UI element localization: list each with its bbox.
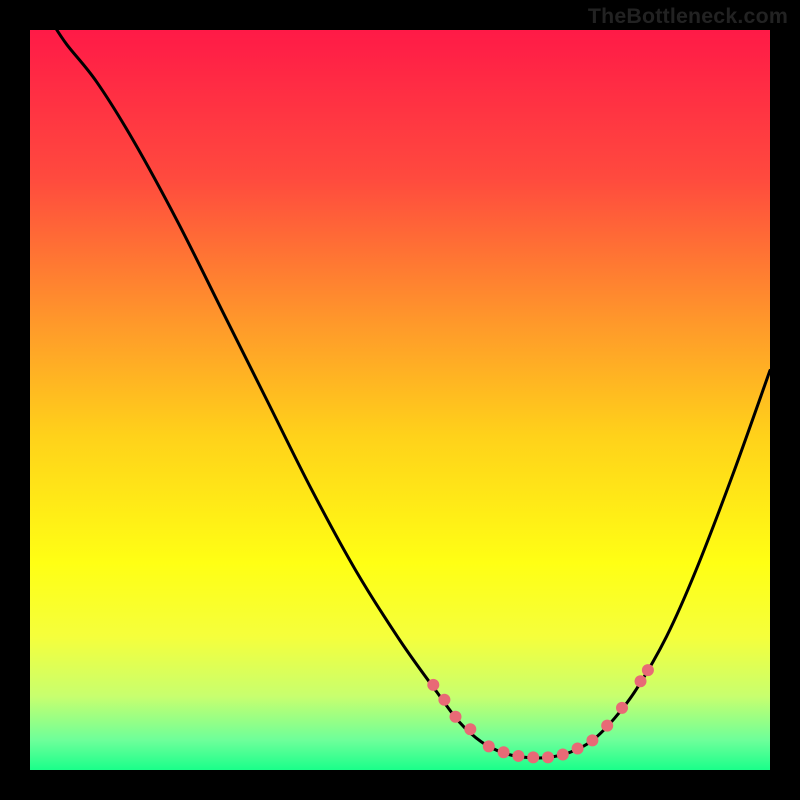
curve-marker [438, 694, 450, 706]
curve-marker [483, 740, 495, 752]
curve-marker [616, 702, 628, 714]
watermark-text: TheBottleneck.com [588, 4, 788, 29]
curve-marker [427, 679, 439, 691]
curve-marker [572, 743, 584, 755]
curve-marker [642, 664, 654, 676]
plot-frame [30, 30, 770, 770]
curve-marker [635, 675, 647, 687]
curve-marker [601, 720, 613, 732]
curve-marker [450, 711, 462, 723]
curve-marker [542, 751, 554, 763]
chart-svg [30, 30, 770, 770]
curve-marker [512, 750, 524, 762]
chart-canvas: TheBottleneck.com [0, 0, 800, 800]
curve-marker [586, 734, 598, 746]
curve-marker [527, 751, 539, 763]
curve-marker [498, 746, 510, 758]
bottleneck-curve [52, 23, 770, 758]
curve-marker [464, 723, 476, 735]
curve-marker [557, 748, 569, 760]
